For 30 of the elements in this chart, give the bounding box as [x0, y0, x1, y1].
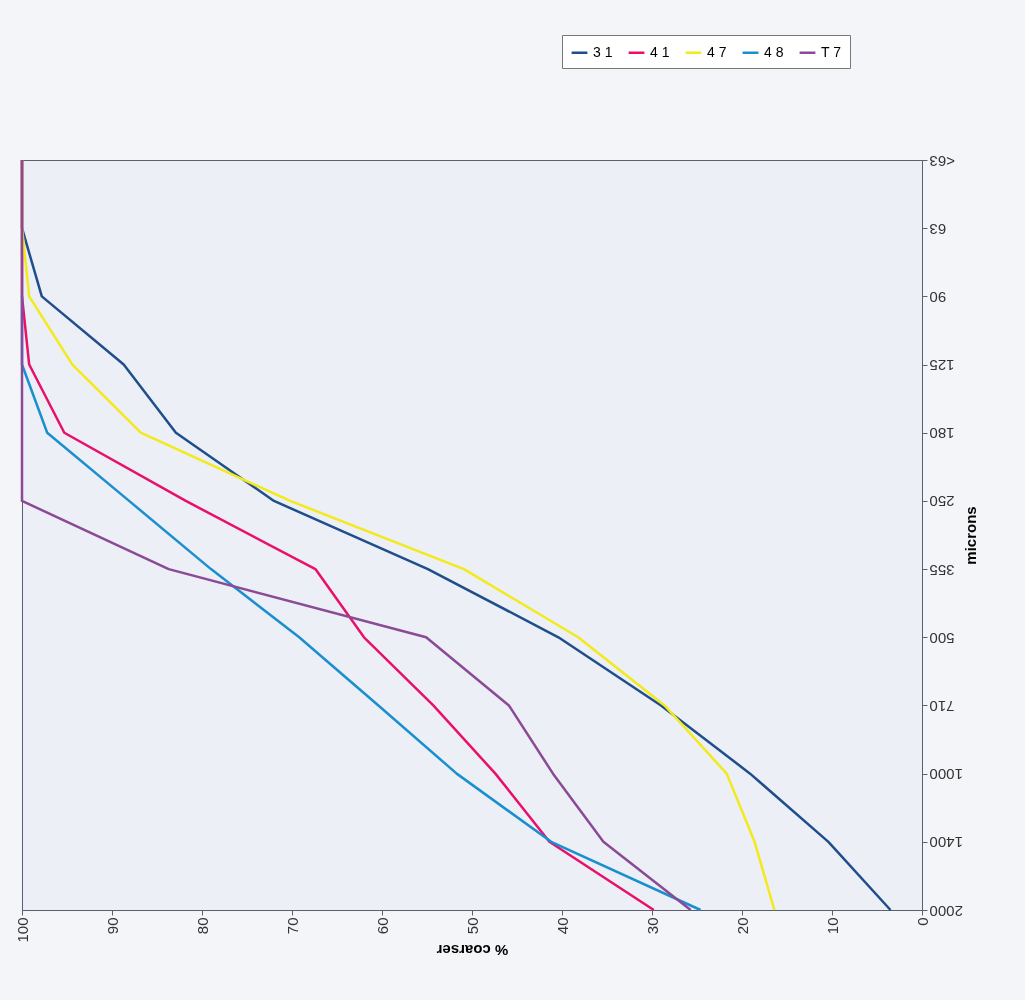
legend-label: T 7 [821, 43, 842, 60]
legend-label: 4 1 [650, 43, 670, 60]
legend-label: 4 7 [707, 43, 727, 60]
x-tick-label: 70 [283, 917, 301, 935]
y-axis-title: microns [961, 506, 979, 565]
x-tick-label: 90 [103, 917, 121, 935]
y-tick-label: <63 [929, 152, 955, 170]
x-tick-label: 80 [193, 917, 211, 935]
y-tick-label: 2000 [929, 902, 963, 920]
y-tick-label: 355 [929, 561, 955, 579]
y-tick-label: 1000 [929, 766, 963, 784]
x-tick-label: 40 [553, 917, 571, 935]
x-tick-label: 20 [733, 917, 751, 935]
y-tick-label: 90 [929, 288, 947, 306]
x-tick-label: 60 [373, 917, 391, 935]
legend-label: 4 8 [764, 43, 784, 60]
y-tick-label: 500 [929, 629, 955, 647]
x-tick-label: 30 [643, 917, 661, 935]
x-tick-label: 10 [823, 917, 841, 935]
y-tick-label: 250 [929, 493, 955, 511]
y-tick-label: 180 [929, 425, 955, 443]
x-tick-label: 0 [913, 917, 931, 926]
y-tick-label: 710 [929, 697, 955, 715]
x-axis-title: % coarser [436, 941, 509, 959]
y-tick-label: 63 [929, 220, 947, 238]
x-tick-label: 100 [13, 917, 31, 943]
x-tick-label: 50 [463, 917, 481, 935]
y-tick-label: 1400 [929, 834, 963, 852]
legend-label: 3 1 [593, 43, 613, 60]
y-tick-label: 125 [929, 357, 955, 375]
